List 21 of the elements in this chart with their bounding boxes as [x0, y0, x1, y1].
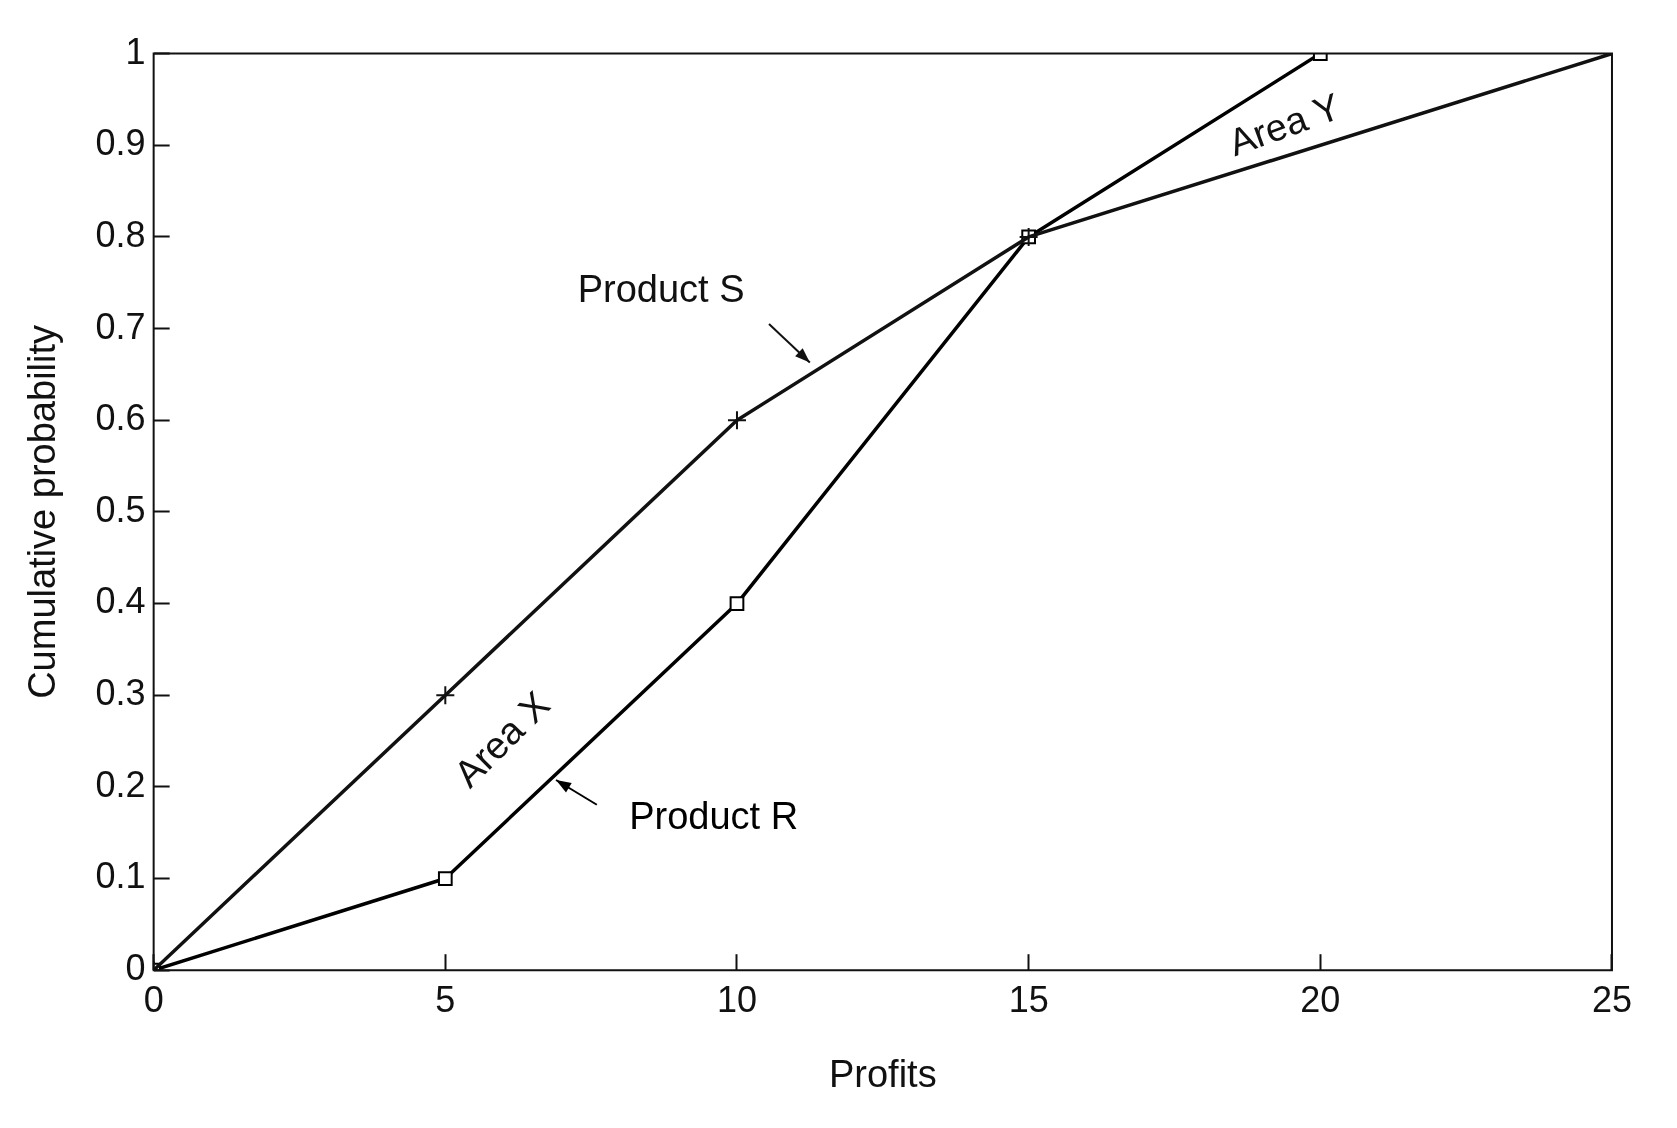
y-tick-label: 1 — [125, 30, 146, 72]
x-axis-title: Profits — [828, 1052, 937, 1095]
y-tick-label: 0.5 — [95, 488, 146, 530]
y-tick-label: 0 — [125, 947, 146, 989]
legend-label: Product R — [629, 795, 799, 838]
x-tick-label: 25 — [1591, 978, 1632, 1020]
y-tick-label: 0.2 — [95, 763, 146, 805]
y-tick-label: 0.4 — [95, 580, 146, 622]
annotation: Area Y — [1223, 85, 1346, 165]
x-tick-label: 5 — [435, 978, 456, 1020]
y-tick-label: 0.1 — [95, 855, 146, 897]
x-tick-label: 20 — [1300, 978, 1341, 1020]
y-tick-label: 0.3 — [95, 672, 146, 714]
y-tick-label: 0.8 — [95, 213, 146, 255]
y-tick-label: 0.6 — [95, 397, 146, 439]
y-tick-label: 0.7 — [95, 305, 146, 347]
x-tick-label: 10 — [716, 978, 757, 1020]
y-axis-title: Cumulative probability — [21, 324, 64, 699]
text: Product S — [577, 268, 745, 311]
y-tick-label: 0.9 — [95, 122, 146, 164]
x-tick-label: 15 — [1008, 978, 1049, 1020]
